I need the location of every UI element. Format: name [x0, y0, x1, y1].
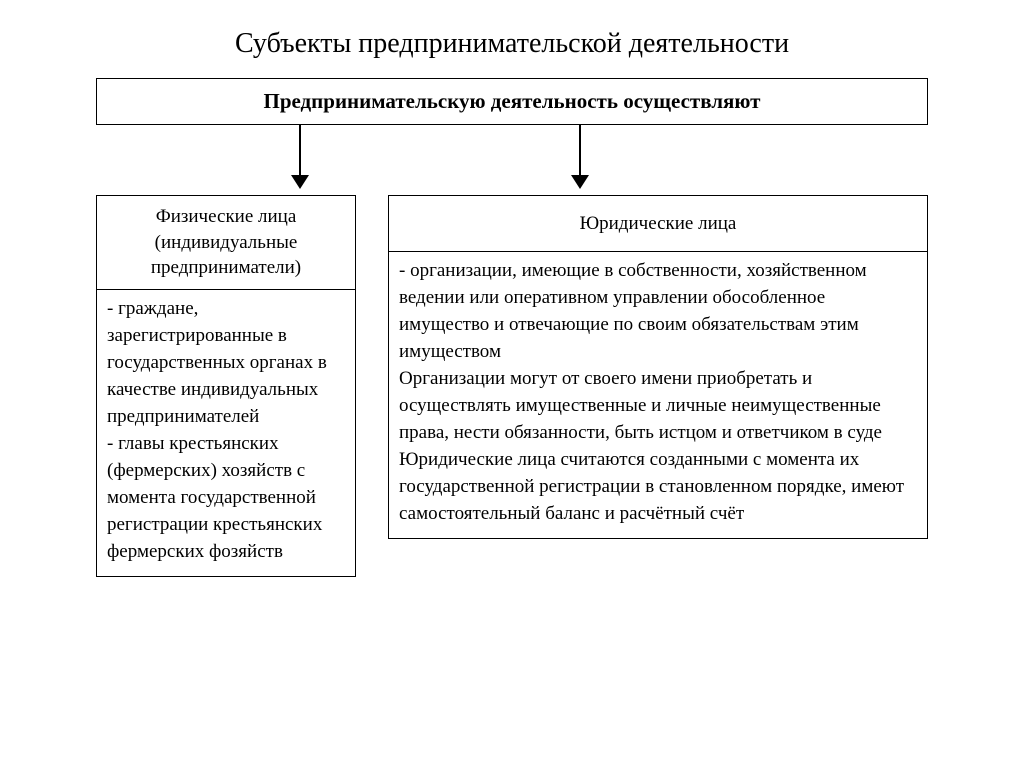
root-node: Предпринимательскую деятельность осущест…: [96, 78, 928, 125]
columns-row: Физические лица (индивидуальные предприн…: [96, 195, 928, 577]
arrow-right: [568, 125, 592, 191]
column-legal-entities: Юридические лица - организации, имеющие …: [388, 195, 928, 539]
column-individuals-header: Физические лица (индивидуальные предприн…: [97, 196, 355, 290]
column-individuals: Физические лица (индивидуальные предприн…: [96, 195, 356, 577]
arrows-container: [0, 125, 1024, 195]
column-individuals-body: - граждане, зарегистрированные в государ…: [97, 290, 355, 576]
column-legal-entities-body: - организации, имеющие в собственности, …: [389, 252, 927, 538]
column-legal-entities-header: Юридические лица: [389, 196, 927, 252]
diagram-title: Субъекты предпринимательской деятельност…: [0, 0, 1024, 78]
arrow-left: [288, 125, 312, 191]
